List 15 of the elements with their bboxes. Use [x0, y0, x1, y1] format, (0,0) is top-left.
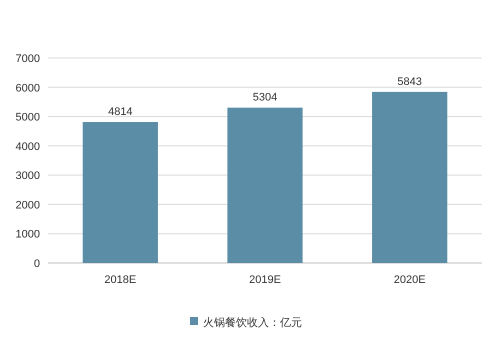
y-tick-label: 1000 [16, 228, 40, 241]
y-tick-label: 5000 [16, 112, 40, 124]
y-tick-label: 6000 [16, 82, 40, 94]
y-tick-label: 2000 [16, 199, 40, 212]
x-tick-label: 2019E [249, 274, 281, 286]
x-tick-label: 2020E [394, 274, 426, 286]
y-tick-label: 4000 [16, 140, 40, 153]
legend-label: 火锅餐饮收入：亿元 [203, 316, 302, 329]
data-label: 4814 [108, 106, 133, 118]
y-tick-label: 0 [34, 258, 40, 270]
data-label: 5304 [252, 92, 278, 104]
y-tick-label: 3000 [16, 170, 40, 182]
y-tick-label: 7000 [16, 53, 40, 65]
data-label: 5843 [397, 76, 422, 88]
x-tick-label: 2018E [104, 274, 136, 286]
